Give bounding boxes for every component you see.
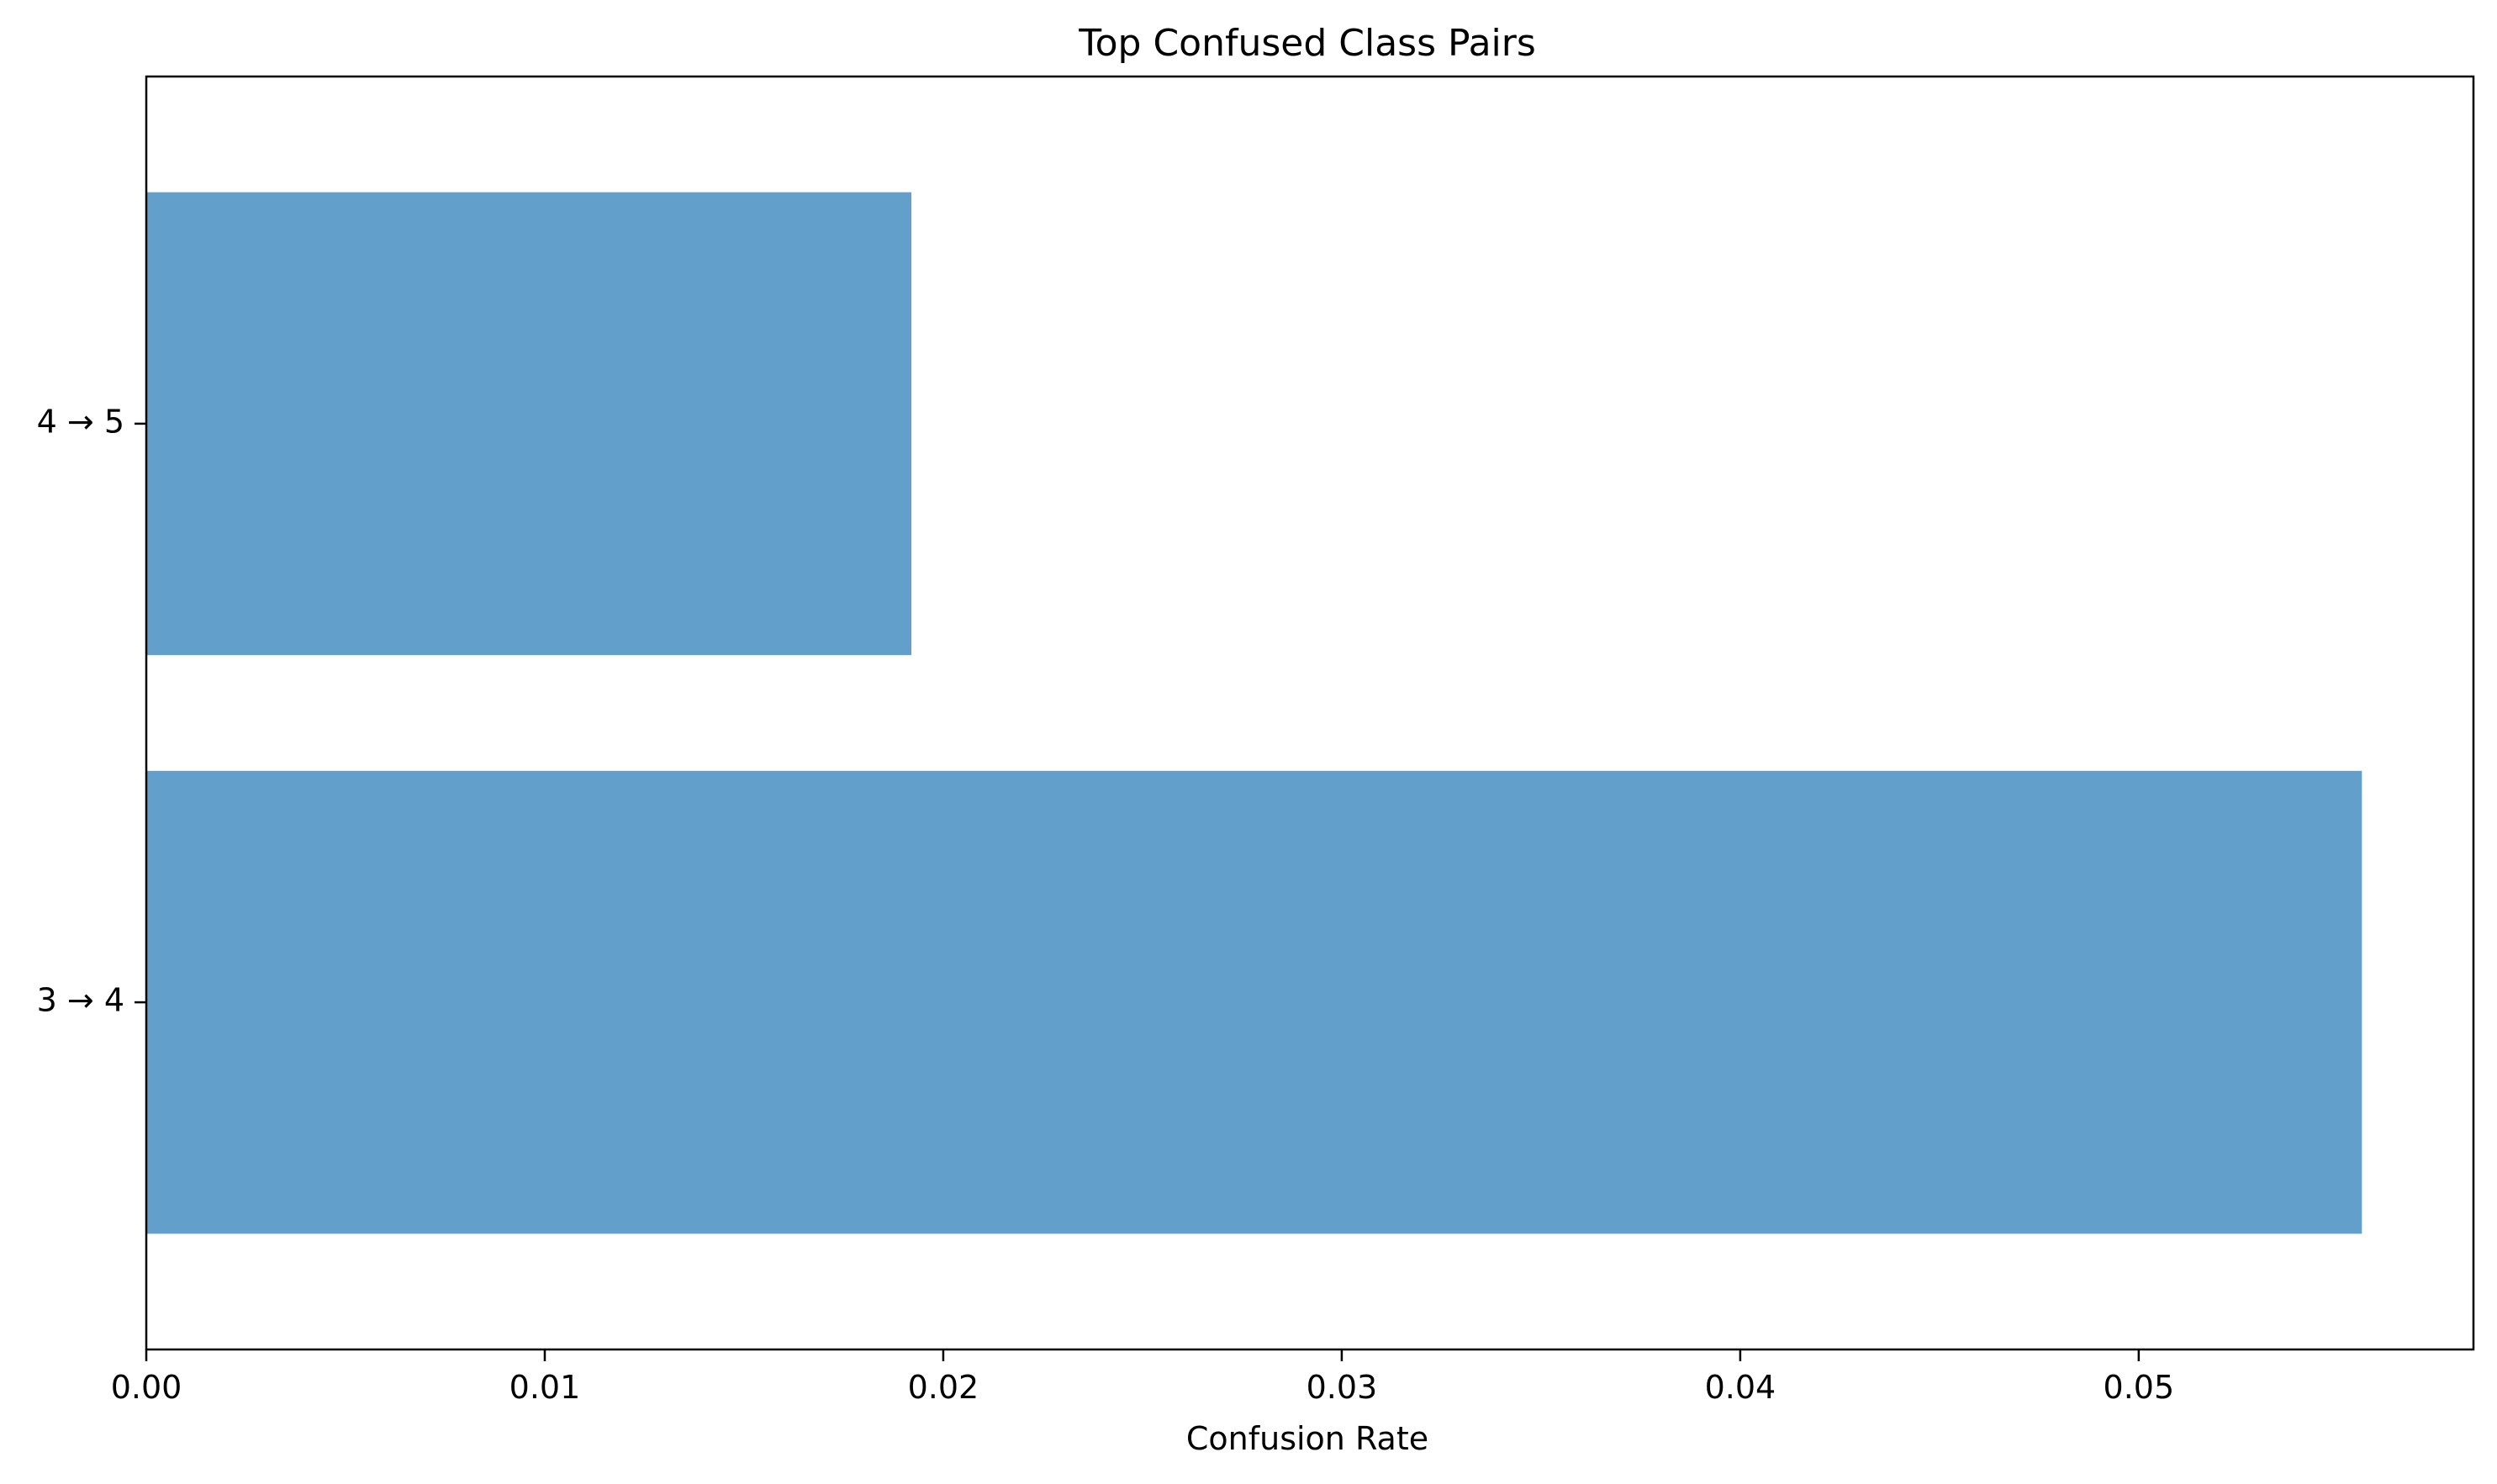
- plot-frame: [145, 75, 2475, 1351]
- x-tick-label: 0.02: [908, 1369, 979, 1406]
- chart-title: Top Confused Class Pairs: [1078, 22, 1536, 65]
- bars-layer: [146, 192, 2362, 1234]
- x-tick-label: 0.04: [1705, 1369, 1776, 1406]
- y-axis-ticks: 3 → 4 4 → 5: [37, 403, 146, 1019]
- x-tick-label: 0.00: [111, 1369, 182, 1406]
- y-tick-label: 3 → 4: [37, 982, 124, 1019]
- y-tick-label: 4 → 5: [37, 403, 124, 440]
- x-axis-label: Confusion Rate: [1186, 1420, 1428, 1457]
- x-axis-ticks: 0.00 0.01 0.02 0.03 0.04 0.05: [111, 1349, 2174, 1406]
- bar: [146, 192, 912, 656]
- bar: [146, 770, 2362, 1234]
- x-tick-label: 0.05: [2104, 1369, 2175, 1406]
- x-tick-label: 0.03: [1307, 1369, 1378, 1406]
- x-tick-label: 0.01: [509, 1369, 581, 1406]
